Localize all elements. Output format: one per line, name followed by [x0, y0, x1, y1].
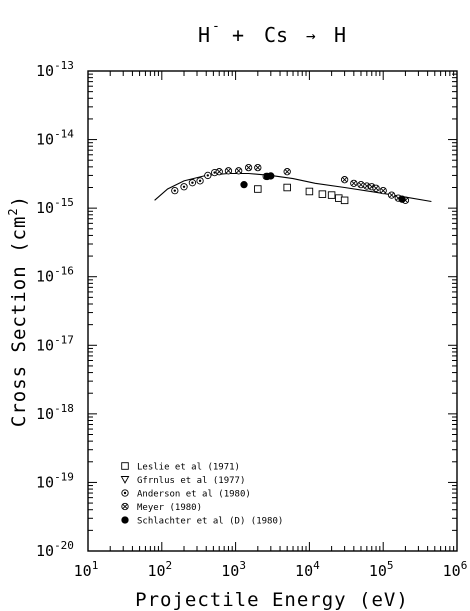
x-axis-label: Projectile Energy (eV) — [135, 589, 409, 611]
y-tick-label: 10-14 — [36, 128, 74, 149]
data-point-series-3 — [235, 167, 243, 175]
data-point-series-2 — [171, 186, 179, 195]
x-tick-label-exp: 4 — [313, 559, 320, 572]
legend: Leslie et al (1971) Gfrnlus et al (1977) A… — [120, 462, 283, 527]
data-point-series-4 — [267, 172, 275, 180]
y-axis-label-text: Cross Section (cm — [8, 216, 30, 427]
x-tick-label: 101 — [74, 559, 99, 580]
y-axis-label-close: ) — [8, 195, 30, 207]
x-tick-label: 104 — [295, 559, 320, 580]
y-tick-label-base: 10 — [36, 199, 54, 217]
data-point-series-2 — [188, 179, 197, 187]
data-point-series-3 — [340, 176, 349, 184]
legend-label-0: Leslie et al (1971) — [137, 463, 240, 473]
data-point-series-0 — [254, 185, 262, 193]
data-point-series-3 — [244, 163, 253, 172]
legend-marker-4 — [121, 516, 129, 524]
x-tick-label-exp: 5 — [387, 559, 394, 572]
x-tick-labels: 101 102 103 104 105 106 — [74, 559, 468, 580]
x-tick-label-exp: 6 — [461, 559, 468, 572]
data-point-series-3 — [224, 167, 233, 175]
y-tick-label-base: 10 — [36, 542, 54, 560]
y-tick-label-exp: -18 — [54, 402, 74, 415]
legend-marker-1 — [120, 476, 130, 484]
y-tick-label-exp: -19 — [54, 470, 74, 483]
y-tick-label-exp: -20 — [54, 539, 74, 552]
title-projectile: H — [198, 23, 210, 47]
y-tick-label-base: 10 — [36, 405, 54, 423]
data-point-series-3 — [357, 181, 365, 189]
y-tick-label-exp: -17 — [54, 333, 74, 346]
x-tick-label-base: 10 — [443, 562, 461, 580]
data-point-series-0 — [283, 183, 291, 192]
data-point-series-2 — [204, 171, 212, 180]
x-tick-label-exp: 1 — [92, 559, 99, 572]
title-target: Cs — [264, 23, 288, 47]
data-point-series-3 — [350, 179, 358, 187]
x-tick-label-exp: 2 — [166, 559, 173, 572]
x-tick-label-base: 10 — [295, 562, 313, 580]
data-point-series-0 — [340, 196, 349, 205]
data-point-series-3 — [387, 191, 396, 199]
x-tick-label: 106 — [443, 559, 468, 580]
y-tick-label-base: 10 — [36, 62, 54, 80]
axis-ticks — [88, 71, 457, 551]
legend-marker-0 — [121, 462, 129, 470]
y-tick-label-exp: -16 — [54, 265, 74, 278]
y-tick-label: 10-17 — [36, 333, 74, 354]
legend-marker-2 — [121, 489, 129, 497]
y-axis-label-sup: 2 — [6, 207, 20, 215]
y-tick-label-base: 10 — [36, 473, 54, 491]
data-point-series-3 — [254, 163, 262, 172]
x-tick-label-base: 10 — [74, 562, 92, 580]
y-tick-label-exp: -13 — [54, 59, 74, 72]
title-product: H — [334, 23, 346, 47]
title-projectile-charge: - — [212, 19, 220, 34]
legend-label-1: Gfrnlus et al (1977) — [137, 476, 245, 486]
y-tick-label-exp: -14 — [54, 128, 74, 141]
chart-title: H - + Cs → H — [198, 19, 346, 47]
svg-text:Cross Section (cm2): Cross Section (cm2) — [6, 195, 30, 427]
x-tick-label: 103 — [221, 559, 246, 580]
data-point-series-2 — [180, 183, 188, 191]
y-tick-label-base: 10 — [36, 336, 54, 354]
y-tick-label-exp: -15 — [54, 196, 74, 209]
data-point-series-3 — [283, 168, 291, 176]
legend-label-3: Meyer (1980) — [137, 503, 202, 513]
y-tick-label: 10-15 — [36, 196, 74, 217]
title-operator: + — [232, 23, 244, 47]
y-tick-label: 10-18 — [36, 402, 74, 423]
plot-frame — [87, 70, 458, 552]
data-point-series-2 — [196, 177, 204, 185]
y-tick-label: 10-20 — [36, 539, 74, 560]
x-tick-label: 102 — [147, 559, 172, 580]
x-tick-label: 105 — [369, 559, 394, 580]
legend-label-4: Schlachter et al (D) (1980) — [137, 517, 283, 527]
title-arrow: → — [306, 26, 316, 45]
data-point-series-0 — [327, 191, 336, 199]
y-tick-label: 10-19 — [36, 470, 74, 491]
y-tick-label: 10-13 — [36, 59, 74, 80]
data-points — [171, 163, 410, 205]
legend-label-2: Anderson et al (1980) — [137, 490, 251, 500]
data-point-series-0 — [318, 190, 327, 198]
data-point-series-3 — [372, 184, 380, 192]
data-point-series-4 — [398, 195, 406, 203]
data-point-series-3 — [379, 186, 387, 195]
data-point-series-3 — [215, 168, 223, 176]
data-point-series-0 — [305, 187, 314, 196]
legend-marker-3 — [121, 502, 129, 511]
y-axis-label: Cross Section (cm2) — [6, 195, 30, 427]
x-tick-label-base: 10 — [147, 562, 165, 580]
x-tick-label-base: 10 — [221, 562, 239, 580]
y-tick-label-base: 10 — [36, 131, 54, 149]
y-tick-label: 10-16 — [36, 265, 74, 286]
data-point-series-4 — [240, 181, 248, 189]
y-tick-label-base: 10 — [36, 268, 54, 286]
x-tick-label-exp: 3 — [239, 559, 246, 572]
x-tick-label-base: 10 — [369, 562, 387, 580]
